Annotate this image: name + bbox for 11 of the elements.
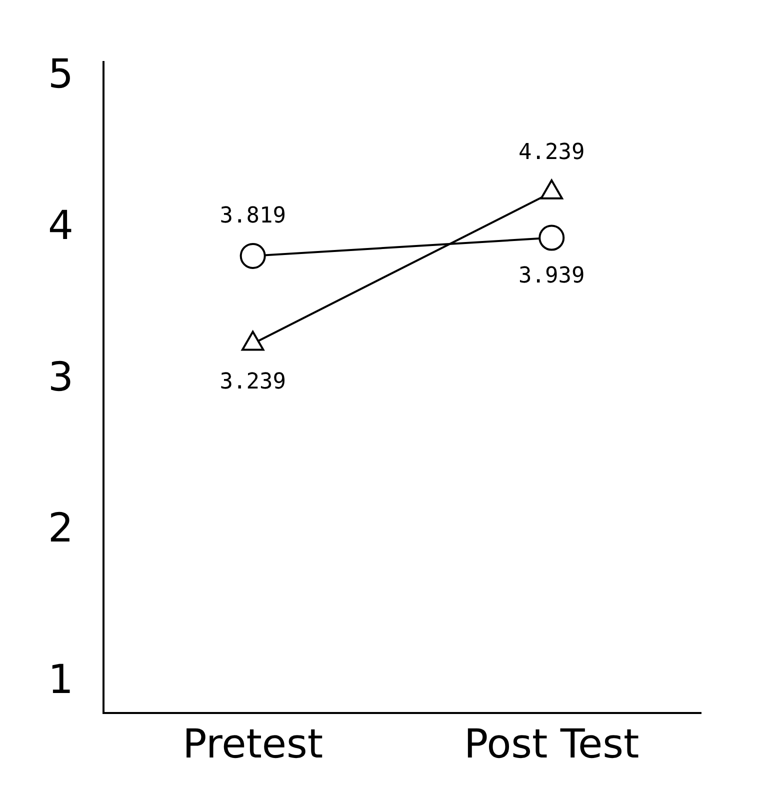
y-tick-label: 1 [48, 657, 74, 704]
data-label: 3.819 [220, 204, 286, 229]
y-tick-label: 3 [48, 354, 74, 400]
data-label: 3.239 [220, 369, 286, 394]
y-tick-label: 4 [48, 202, 74, 249]
y-tick-label: 5 [48, 52, 74, 98]
data-label: 3.939 [518, 263, 585, 288]
data-label: 4.239 [518, 140, 585, 166]
x-tick-label: Pretest [182, 721, 324, 768]
y-tick-label: 2 [48, 506, 74, 552]
x-tick-label: Post Test [464, 721, 640, 768]
